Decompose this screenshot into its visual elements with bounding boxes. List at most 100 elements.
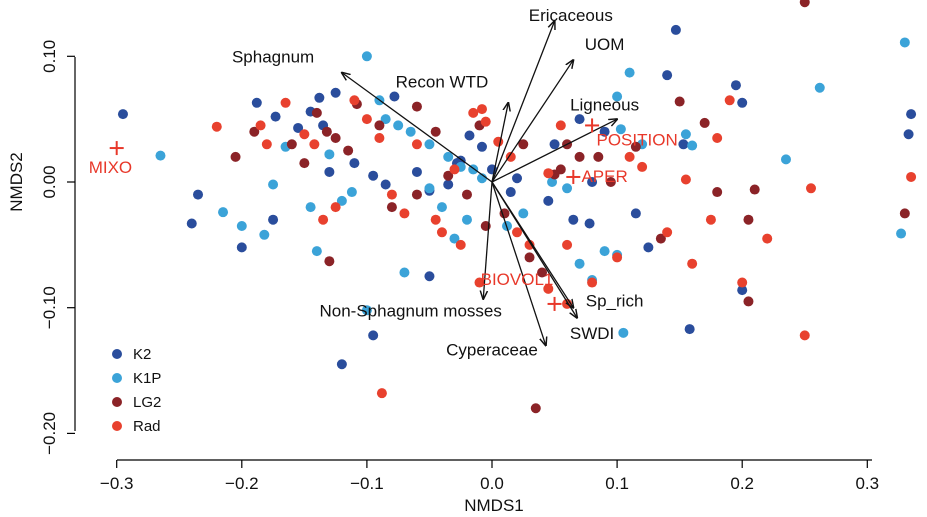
data-point bbox=[480, 116, 491, 127]
data-point bbox=[318, 214, 329, 225]
data-point bbox=[899, 37, 910, 48]
arrow-label: Cyperaceae bbox=[446, 340, 538, 359]
y-tick-label: −0.20 bbox=[40, 412, 59, 455]
data-point bbox=[270, 111, 281, 122]
arrow-label: Ligneous bbox=[570, 95, 639, 114]
data-point bbox=[293, 122, 304, 133]
legend-marker bbox=[112, 421, 122, 431]
data-point bbox=[255, 120, 266, 131]
data-point bbox=[687, 140, 698, 151]
data-point bbox=[524, 252, 535, 263]
data-point bbox=[743, 214, 754, 225]
data-point bbox=[436, 202, 447, 213]
data-point bbox=[749, 184, 760, 195]
arrow-uom bbox=[491, 60, 573, 183]
data-point bbox=[349, 95, 360, 106]
data-point bbox=[399, 267, 410, 278]
data-point bbox=[605, 177, 616, 187]
data-point bbox=[643, 242, 654, 253]
data-point bbox=[443, 179, 454, 190]
arrow-cyperaceae bbox=[491, 181, 546, 345]
data-point bbox=[236, 220, 247, 231]
data-point bbox=[543, 283, 554, 294]
series-K1P bbox=[155, 37, 910, 338]
data-point bbox=[674, 96, 685, 107]
data-point bbox=[399, 208, 410, 219]
x-tick-label: 0.1 bbox=[605, 474, 629, 493]
arrow-ligneous bbox=[491, 119, 617, 183]
data-point bbox=[630, 141, 641, 152]
arrow-sphagnum bbox=[342, 73, 493, 183]
arrow-swdi bbox=[491, 181, 577, 318]
series-Rad bbox=[211, 95, 917, 399]
biplot-arrows: Ericaceous UOM Sphagnum Recon WTD Ligneous No… bbox=[232, 6, 643, 359]
data-point bbox=[680, 174, 691, 185]
data-point bbox=[680, 129, 691, 140]
legend: K2 K1P LG2 Rad bbox=[112, 346, 161, 435]
data-point bbox=[655, 233, 666, 244]
data-point bbox=[311, 246, 322, 257]
data-point bbox=[314, 92, 325, 103]
arrow-non-sphagnum-mosses bbox=[483, 181, 493, 299]
data-point bbox=[349, 158, 360, 169]
data-point bbox=[411, 189, 422, 200]
legend-label: Rad bbox=[133, 418, 161, 435]
env-label: MIXO bbox=[89, 158, 132, 177]
data-point bbox=[724, 95, 735, 106]
x-tick-label: 0.2 bbox=[730, 474, 754, 493]
data-point bbox=[311, 107, 322, 118]
data-point bbox=[518, 139, 529, 150]
data-point bbox=[336, 359, 347, 370]
data-point bbox=[612, 91, 623, 102]
env-label: POSITION bbox=[596, 131, 677, 150]
data-point bbox=[461, 214, 472, 225]
data-point bbox=[430, 126, 441, 137]
data-point bbox=[555, 120, 566, 131]
data-point bbox=[443, 151, 454, 162]
legend-label: K2 bbox=[133, 346, 151, 363]
data-point bbox=[906, 171, 917, 182]
arrow-label: Non-Sphagnum mosses bbox=[319, 301, 501, 320]
data-point bbox=[524, 239, 535, 250]
data-point bbox=[549, 139, 560, 150]
data-point bbox=[321, 126, 332, 137]
data-point bbox=[411, 166, 422, 177]
data-point bbox=[299, 129, 310, 140]
x-ticks: −0.3 −0.2 −0.1 0.0 0.1 0.2 0.3 bbox=[100, 460, 879, 493]
data-point bbox=[393, 120, 404, 131]
data-point bbox=[543, 168, 554, 179]
data-point bbox=[299, 158, 310, 169]
data-point bbox=[574, 114, 585, 125]
data-point bbox=[324, 149, 335, 160]
data-point bbox=[624, 151, 635, 162]
data-point bbox=[389, 91, 400, 102]
axes bbox=[74, 57, 872, 461]
env-label: BIOVOL1 bbox=[481, 270, 554, 289]
data-point bbox=[547, 177, 558, 187]
arrow-label: Sphagnum bbox=[232, 48, 314, 67]
data-point bbox=[411, 139, 422, 150]
data-point bbox=[449, 164, 460, 175]
data-point bbox=[305, 202, 316, 213]
data-point bbox=[806, 183, 817, 194]
data-point bbox=[405, 126, 416, 137]
data-point bbox=[430, 214, 441, 225]
data-point bbox=[424, 271, 435, 282]
data-point bbox=[505, 151, 516, 162]
data-point bbox=[637, 161, 648, 172]
data-point bbox=[630, 208, 641, 219]
data-point bbox=[662, 227, 673, 238]
x-tick-label: 0.0 bbox=[480, 474, 504, 493]
data-point bbox=[386, 202, 397, 213]
data-point bbox=[512, 227, 523, 238]
data-point bbox=[368, 170, 379, 181]
data-point bbox=[737, 277, 748, 288]
data-point bbox=[380, 179, 391, 190]
data-point bbox=[330, 202, 341, 213]
data-point bbox=[537, 267, 548, 278]
data-point bbox=[236, 242, 247, 253]
data-point bbox=[584, 218, 595, 229]
data-point bbox=[712, 187, 723, 198]
y-tick-label: 0.10 bbox=[40, 40, 59, 73]
data-point bbox=[464, 130, 475, 141]
